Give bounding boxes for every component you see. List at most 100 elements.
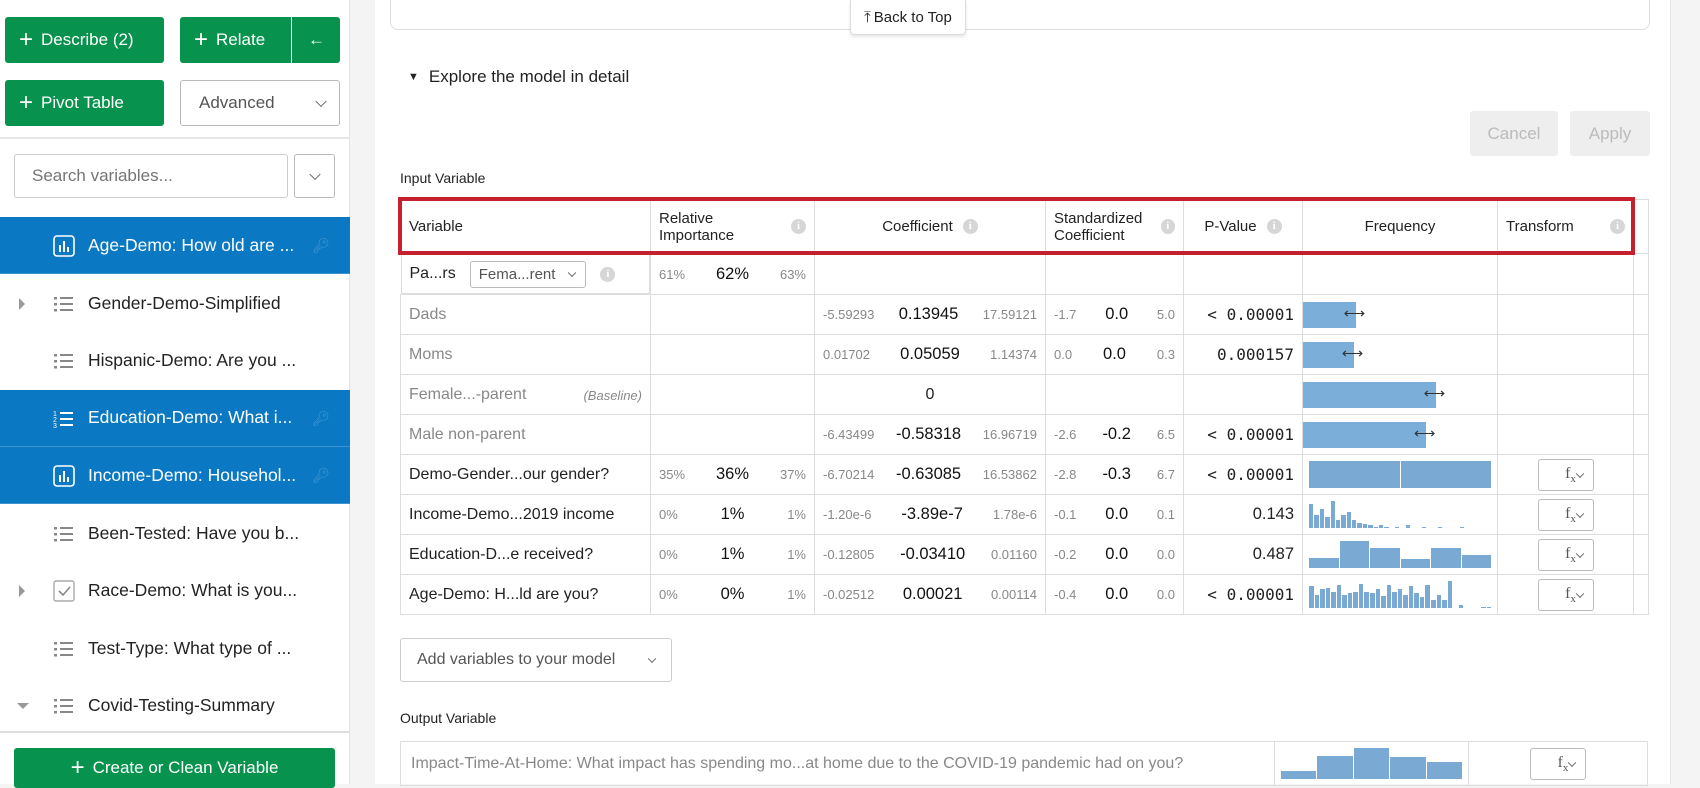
histogram-bar xyxy=(1362,523,1368,528)
table-row: Male non-parent -6.43499 -0.58318 16.96719-… xyxy=(400,414,1649,455)
describe-button[interactable]: + Describe (2) xyxy=(5,17,164,63)
advanced-dropdown[interactable]: Advanced xyxy=(180,80,340,126)
info-icon[interactable]: i xyxy=(1160,219,1175,234)
estimate: 0.0 xyxy=(1105,505,1129,523)
coefficient-value: 0 xyxy=(925,385,935,403)
relate-button[interactable]: + Relate xyxy=(180,17,291,63)
transform-dropdown[interactable]: fx xyxy=(1537,538,1594,571)
lower-bound: -1.20e-6 xyxy=(823,507,872,522)
histogram-bar xyxy=(1353,748,1390,779)
header-content: P-Value i xyxy=(1192,218,1294,235)
transform-cell: fx xyxy=(1497,534,1634,575)
caret-right-icon[interactable] xyxy=(19,585,25,597)
column-header-label: Transform xyxy=(1506,218,1574,235)
column-header: Standardized Coefficient i xyxy=(1045,199,1184,254)
sidebar-variable-item[interactable]: Hispanic-Demo: Are you ... xyxy=(0,332,350,389)
column-header-label: Standardized Coefficient xyxy=(1054,209,1143,244)
search-filter-dropdown[interactable] xyxy=(294,154,335,198)
search-input[interactable] xyxy=(14,154,288,198)
upper-bound: 0.01160 xyxy=(990,547,1037,562)
p-value-cell: 0.487 xyxy=(1183,534,1303,575)
p-value-cell: < 0.00001 xyxy=(1183,414,1303,455)
standardized-coefficient-cell: -1.7 0.0 5.0 xyxy=(1045,294,1184,335)
error-range-icon: ⟷ xyxy=(1413,425,1436,442)
histogram-bar xyxy=(1346,511,1351,528)
spacer-cell xyxy=(1633,574,1649,615)
histogram-bar xyxy=(1403,594,1408,608)
spacer-cell xyxy=(1633,414,1649,455)
histogram-bar xyxy=(1336,585,1342,608)
caret-right-icon[interactable] xyxy=(19,297,25,310)
upper-bound: 0.3 xyxy=(1156,347,1175,362)
estimate: 1% xyxy=(720,545,745,563)
sidebar-variable-item[interactable]: 1 2 3 Education-Demo: What i... 🔑︎ xyxy=(0,389,350,447)
estimate: -0.58318 xyxy=(895,425,962,443)
frequency-cell: ⟷ xyxy=(1302,334,1498,375)
key-icon[interactable]: 🔑︎ xyxy=(312,409,330,426)
output-transform: fx xyxy=(1468,741,1648,786)
coefficient-range: -5.59293 0.13945 17.59121 xyxy=(823,305,1037,324)
histogram-bar xyxy=(1392,591,1397,608)
coefficient-range: -1.20e-6 -3.89e-7 1.78e-6 xyxy=(823,505,1037,524)
frequency-bar xyxy=(1303,302,1356,328)
caret-down-icon[interactable] xyxy=(17,703,29,709)
error-range-icon: ⟷ xyxy=(1343,305,1366,322)
relative-importance-cell xyxy=(650,294,815,335)
sidebar-variable-item[interactable]: Been-Tested: Have you b... xyxy=(0,505,350,562)
sidebar-item-label: Covid-Testing-Summary xyxy=(88,695,275,715)
divider xyxy=(0,137,350,139)
histogram-bar xyxy=(1309,503,1314,528)
chevron-down-icon xyxy=(1575,589,1584,598)
sidebar-variable-item[interactable]: Age-Demo: How old are ... 🔑︎ xyxy=(0,217,350,274)
upper-bound: 0.0 xyxy=(1156,587,1175,602)
table-row: Demo-Gender...our gender? 35% 36% 37% -6.702… xyxy=(400,454,1649,495)
sidebar-item-label: Hispanic-Demo: Are you ... xyxy=(88,350,297,370)
coefficient-range: -6.70214 -0.63085 16.53862 xyxy=(823,465,1037,484)
transform-dropdown[interactable]: fx xyxy=(1530,747,1586,780)
lower-bound: 0.01702 xyxy=(823,347,870,362)
info-icon[interactable]: i xyxy=(791,219,806,234)
cancel-button[interactable]: Cancel xyxy=(1470,111,1558,156)
standardized-coefficient-cell: -2.8 -0.3 6.7 xyxy=(1045,454,1184,495)
histogram-bar xyxy=(1325,517,1330,528)
histogram-bar xyxy=(1378,525,1384,528)
estimate: 62% xyxy=(715,264,750,283)
apply-button[interactable]: Apply xyxy=(1570,111,1650,156)
key-icon[interactable]: 🔑︎ xyxy=(312,467,330,483)
collapse-arrow-button[interactable]: ← xyxy=(292,17,340,63)
standardized-coefficient-cell: 0.0 0.0 0.3 xyxy=(1045,334,1184,375)
std-coefficient-range: -0.2 0.0 0.0 xyxy=(1054,545,1175,564)
estimate: 0% xyxy=(720,585,745,603)
sidebar-variable-item[interactable]: Race-Demo: What is you... xyxy=(0,562,350,619)
spacer-cell xyxy=(1633,494,1649,535)
transform-dropdown[interactable]: fx xyxy=(1537,458,1594,491)
pivot-table-button[interactable]: + Pivot Table xyxy=(5,80,164,126)
histogram-bar xyxy=(1431,599,1436,608)
baseline-dropdown[interactable]: Fema...rent xyxy=(469,260,587,288)
back-to-top-button[interactable]: ⤒ Back to Top xyxy=(850,0,966,35)
variable-name: Moms xyxy=(409,345,453,363)
plus-icon: + xyxy=(19,89,34,116)
info-icon[interactable]: i xyxy=(600,266,616,282)
transform-cell: fx xyxy=(1497,574,1634,615)
info-icon[interactable]: i xyxy=(962,219,978,234)
explore-toggle[interactable]: ▼ Explore the model in detail xyxy=(408,67,629,87)
transform-dropdown[interactable]: fx xyxy=(1537,578,1594,611)
transform-dropdown[interactable]: fx xyxy=(1537,498,1594,531)
info-icon[interactable]: i xyxy=(1610,219,1625,234)
create-variable-button[interactable]: + Create or Clean Variable xyxy=(14,748,335,788)
add-variables-dropdown[interactable]: Add variables to your model xyxy=(400,638,672,682)
column-header-label: Relative Importance xyxy=(659,209,735,244)
histogram-bar xyxy=(1320,589,1325,608)
key-icon[interactable]: 🔑︎ xyxy=(312,237,330,253)
info-icon[interactable]: i xyxy=(1266,219,1282,234)
input-variable-label: Input Variable xyxy=(400,170,486,186)
sidebar-variable-item[interactable]: Covid-Testing-Summary xyxy=(0,677,350,734)
histogram-bar xyxy=(1341,514,1346,528)
create-label: Create or Clean Variable xyxy=(92,758,279,777)
sidebar-variable-item[interactable]: Test-Type: What type of ... xyxy=(0,620,350,677)
sidebar-variable-item[interactable]: Income-Demo: Househol... 🔑︎ xyxy=(0,447,350,504)
histogram-bar xyxy=(1486,606,1492,608)
table-header-row: Variable Relative Importance i Coefficient i… xyxy=(400,199,1649,254)
sidebar-variable-item[interactable]: Gender-Demo-Simplified xyxy=(0,275,350,332)
